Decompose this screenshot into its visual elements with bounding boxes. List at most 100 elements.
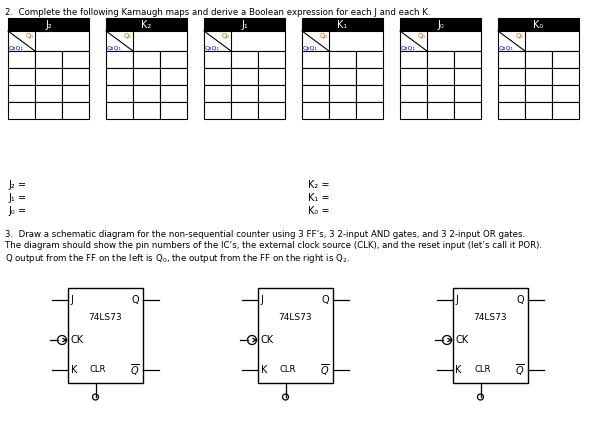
Bar	[8, 85, 35, 102]
Text: 74LS73: 74LS73	[473, 314, 507, 322]
Text: 2.  Complete the following Karnaugh maps and derive a Boolean expression for eac: 2. Complete the following Karnaugh maps …	[5, 8, 431, 17]
Bar	[204, 85, 231, 102]
Bar	[552, 85, 579, 102]
Text: K: K	[261, 365, 267, 375]
Text: CK: CK	[71, 335, 83, 345]
Bar	[204, 18, 285, 31]
Text: CK: CK	[261, 335, 273, 345]
Bar	[160, 102, 187, 119]
Bar	[356, 102, 383, 119]
Bar	[427, 85, 454, 102]
Bar	[454, 68, 481, 85]
Text: K₁ =: K₁ =	[308, 193, 330, 203]
Text: 74LS73: 74LS73	[278, 314, 312, 322]
Bar	[498, 31, 579, 51]
Bar	[8, 102, 35, 119]
Circle shape	[247, 336, 257, 345]
Bar	[106, 51, 133, 68]
Bar	[302, 85, 329, 102]
Bar	[231, 51, 258, 68]
Text: CLR: CLR	[474, 366, 491, 374]
Bar	[453, 288, 528, 383]
Text: CLR: CLR	[90, 366, 106, 374]
Text: K₀: K₀	[534, 20, 544, 29]
Circle shape	[477, 394, 483, 400]
Bar	[400, 68, 427, 85]
Bar	[258, 85, 285, 102]
Text: K₁: K₁	[338, 20, 348, 29]
Bar	[35, 85, 62, 102]
Bar	[8, 51, 35, 68]
Bar	[106, 31, 187, 51]
Bar	[68, 288, 143, 383]
Bar	[498, 85, 525, 102]
Bar	[231, 102, 258, 119]
Bar	[258, 51, 285, 68]
Bar	[62, 51, 89, 68]
Bar	[329, 102, 356, 119]
Bar	[400, 102, 427, 119]
Bar	[302, 68, 329, 85]
Bar	[160, 51, 187, 68]
Text: 74LS73: 74LS73	[88, 314, 122, 322]
Text: J₁ =: J₁ =	[8, 193, 26, 203]
Text: J: J	[261, 295, 263, 305]
Bar	[525, 102, 552, 119]
Bar	[133, 68, 160, 85]
Text: Q: Q	[132, 295, 140, 305]
Bar	[133, 85, 160, 102]
Bar	[400, 18, 481, 31]
Text: K: K	[456, 365, 462, 375]
Text: K: K	[71, 365, 77, 375]
Bar	[302, 18, 383, 31]
Text: CLR: CLR	[280, 366, 296, 374]
Bar	[204, 51, 231, 68]
Circle shape	[283, 394, 289, 400]
Bar	[231, 85, 258, 102]
Bar	[204, 102, 231, 119]
Text: CK: CK	[456, 335, 469, 345]
Bar	[525, 51, 552, 68]
Bar	[498, 18, 579, 31]
Bar	[106, 18, 187, 31]
Bar	[329, 85, 356, 102]
Bar	[258, 68, 285, 85]
Text: $\overline{Q}$: $\overline{Q}$	[320, 362, 330, 378]
Circle shape	[93, 394, 99, 400]
Bar	[525, 85, 552, 102]
Bar	[62, 102, 89, 119]
Text: Q₂Q₁: Q₂Q₁	[303, 45, 318, 50]
Text: Q₂Q₁: Q₂Q₁	[205, 45, 220, 50]
Text: Q output from the FF on the left is Q$_0$, the output from the FF on the right i: Q output from the FF on the left is Q$_0…	[5, 252, 350, 265]
Bar	[498, 51, 525, 68]
Bar	[329, 68, 356, 85]
Bar	[356, 68, 383, 85]
Text: Q₂Q₁: Q₂Q₁	[9, 45, 24, 50]
Bar	[356, 85, 383, 102]
Text: J: J	[456, 295, 459, 305]
Bar	[8, 31, 89, 51]
Bar	[204, 68, 231, 85]
Bar	[160, 85, 187, 102]
Bar	[204, 31, 285, 51]
Bar	[35, 68, 62, 85]
Bar	[552, 51, 579, 68]
Bar	[106, 68, 133, 85]
Bar	[552, 68, 579, 85]
Bar	[160, 68, 187, 85]
Text: K₂: K₂	[142, 20, 152, 29]
Bar	[62, 68, 89, 85]
Bar	[400, 31, 481, 51]
Text: Q₂Q₁: Q₂Q₁	[107, 45, 122, 50]
Text: Q: Q	[517, 295, 525, 305]
Text: Q₂Q₁: Q₂Q₁	[401, 45, 416, 50]
Text: J₀: J₀	[437, 20, 444, 29]
Text: J: J	[71, 295, 73, 305]
Bar	[106, 102, 133, 119]
Bar	[454, 102, 481, 119]
Text: J₂: J₂	[45, 20, 52, 29]
Bar	[400, 51, 427, 68]
Circle shape	[57, 336, 67, 345]
Text: $\overline{Q}$: $\overline{Q}$	[130, 362, 140, 378]
Bar	[427, 102, 454, 119]
